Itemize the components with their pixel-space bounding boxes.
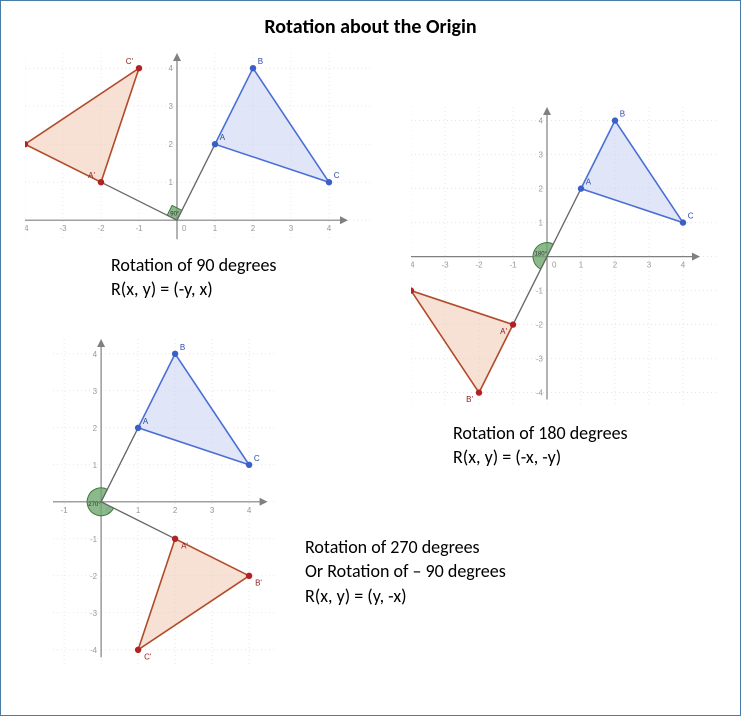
svg-text:2: 2: [251, 224, 256, 233]
caption-line: R(x, y) = (-x, -y): [453, 445, 628, 469]
svg-text:-3: -3: [59, 224, 67, 233]
svg-text:2: 2: [613, 261, 618, 270]
svg-text:1: 1: [579, 261, 584, 270]
svg-text:C': C': [144, 652, 152, 661]
svg-text:270°: 270°: [88, 502, 101, 508]
svg-text:C: C: [334, 171, 340, 180]
page-title: Rotation about the Origin: [1, 15, 740, 39]
diagram-rotation-180: -4-3-2-11234-4-3-2-112340180°A'B'C'ABC: [411, 107, 719, 407]
svg-text:3: 3: [289, 224, 294, 233]
svg-text:2: 2: [93, 424, 98, 433]
svg-text:1: 1: [169, 178, 174, 187]
svg-text:-2: -2: [475, 261, 483, 270]
svg-text:-1: -1: [90, 535, 98, 544]
svg-text:4: 4: [93, 350, 98, 359]
chart-svg: -11234-4-3-2-112340270°A'B'C'ABC: [53, 339, 277, 667]
svg-text:A': A': [500, 327, 507, 336]
svg-text:3: 3: [647, 261, 652, 270]
svg-text:4: 4: [327, 224, 332, 233]
caption-rotation-270: Rotation of 270 degrees Or Rotation of –…: [305, 535, 506, 608]
svg-text:1: 1: [136, 506, 141, 515]
svg-text:0: 0: [182, 224, 187, 233]
svg-text:-1: -1: [509, 261, 517, 270]
svg-text:180°: 180°: [535, 251, 548, 257]
svg-text:4: 4: [539, 117, 544, 126]
svg-text:C: C: [688, 212, 694, 221]
svg-text:3: 3: [169, 102, 174, 111]
caption-line: Rotation of 270 degrees: [305, 535, 506, 559]
svg-text:0: 0: [552, 261, 557, 270]
caption-line: R(x, y) = (y, -x): [305, 584, 506, 608]
svg-text:-2: -2: [90, 572, 98, 581]
svg-text:A': A': [88, 171, 95, 180]
svg-text:A: A: [586, 178, 592, 187]
svg-text:-3: -3: [441, 261, 449, 270]
svg-text:-1: -1: [61, 506, 69, 515]
diagram-rotation-270: -11234-4-3-2-112340270°A'B'C'ABC: [53, 339, 277, 667]
svg-text:C': C': [126, 57, 134, 66]
svg-text:-4: -4: [90, 646, 98, 655]
page: Rotation about the Origin -4 -3 -2 -1 1 2 3 4 1 2…: [0, 0, 741, 716]
caption-line: Or Rotation of – 90 degrees: [305, 559, 506, 583]
svg-text:3: 3: [93, 387, 98, 396]
diagram-rotation-90: -4-3-2-112341234090°A'B'C'ABC: [25, 53, 373, 241]
svg-text:-4: -4: [411, 261, 415, 270]
caption-rotation-180: Rotation of 180 degrees R(x, y) = (-x, -…: [453, 421, 628, 470]
svg-text:-3: -3: [90, 609, 98, 618]
svg-text:A': A': [181, 541, 188, 550]
caption-line: R(x, y) = (-y, x): [111, 277, 276, 301]
svg-text:-4: -4: [536, 389, 544, 398]
caption-rotation-90: Rotation of 90 degrees R(x, y) = (-y, x): [111, 253, 276, 302]
svg-text:B: B: [258, 57, 263, 66]
caption-line: Rotation of 180 degrees: [453, 421, 628, 445]
svg-text:C: C: [254, 454, 260, 463]
svg-text:-2: -2: [97, 224, 105, 233]
svg-text:A: A: [143, 417, 149, 426]
svg-text:1: 1: [93, 461, 98, 470]
svg-text:1: 1: [213, 224, 218, 233]
svg-text:2: 2: [539, 185, 544, 194]
svg-text:B': B': [255, 578, 262, 587]
svg-text:-4: -4: [25, 224, 29, 233]
svg-text:1: 1: [539, 219, 544, 228]
svg-text:-1: -1: [135, 224, 143, 233]
svg-text:-1: -1: [536, 287, 544, 296]
svg-text:B': B': [466, 395, 473, 404]
svg-text:4: 4: [169, 64, 174, 73]
caption-line: Rotation of 90 degrees: [111, 253, 276, 277]
svg-text:4: 4: [247, 506, 252, 515]
svg-text:B: B: [620, 110, 625, 119]
chart-svg: -4-3-2-112341234090°A'B'C'ABC: [25, 53, 373, 241]
svg-text:4: 4: [681, 261, 686, 270]
svg-text:B: B: [180, 343, 185, 352]
svg-text:A: A: [220, 133, 226, 142]
svg-text:2: 2: [173, 506, 178, 515]
svg-text:3: 3: [539, 151, 544, 160]
svg-text:-3: -3: [536, 355, 544, 364]
svg-text:3: 3: [210, 506, 215, 515]
chart-svg: -4-3-2-11234-4-3-2-112340180°A'B'C'ABC: [411, 107, 719, 407]
svg-text:-2: -2: [536, 321, 544, 330]
svg-text:2: 2: [169, 140, 174, 149]
